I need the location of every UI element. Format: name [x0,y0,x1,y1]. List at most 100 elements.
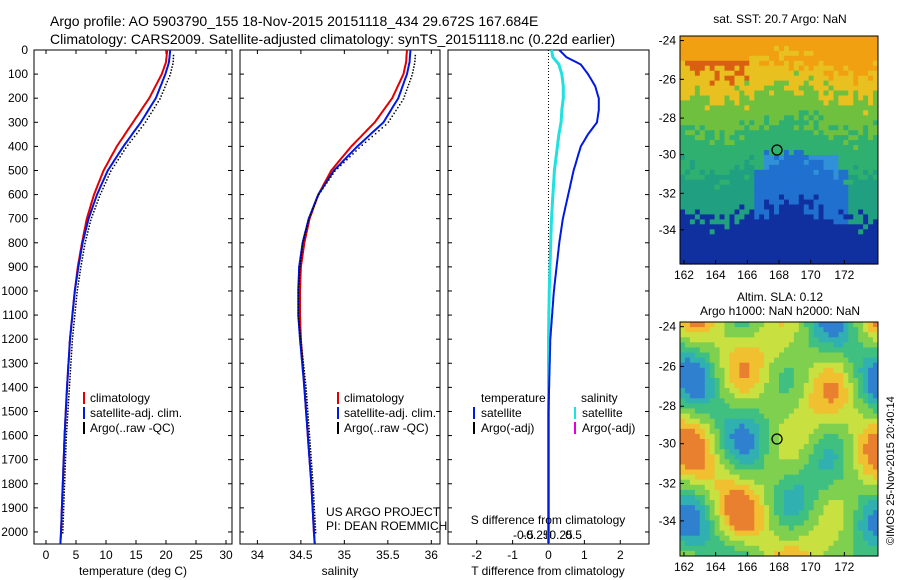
argo-point [68,393,70,395]
map-cell [774,505,780,511]
map-cell [714,100,721,106]
map-cell [843,525,849,532]
map-cell [863,383,869,389]
map-cell [774,347,780,354]
argo-point [129,141,131,144]
map-cell [714,510,721,516]
map-cell [724,145,730,151]
map-cell [769,45,775,52]
map-cell [838,413,844,420]
argo-point [349,156,351,158]
map-cell [803,428,810,435]
map-cell [744,189,750,196]
map-cell [744,50,750,57]
map-cell [793,169,800,176]
map-cell [729,459,735,465]
map-cell [873,65,879,72]
map-cell [843,75,849,82]
map-cell [843,55,849,62]
map-cell [769,249,775,255]
map-cell [769,423,775,430]
map-cell [798,540,805,547]
argo-point [393,112,395,115]
map-cell [833,125,839,131]
map-cell [680,70,686,77]
map-cell [843,224,849,230]
map-cell [843,388,849,394]
map-cell [734,428,740,435]
map-cell [774,199,780,206]
x-tick-label: 0 [43,548,50,562]
map-cell [699,474,706,481]
map-cell [873,439,879,445]
map-cell [843,90,849,97]
map-cell [823,209,829,216]
map-cell [808,249,815,255]
map-cell [709,174,716,181]
map-cell [779,239,785,245]
argo-point [64,471,66,473]
map-cell [689,189,696,196]
map-cell [729,150,735,156]
map-cell [823,398,829,404]
map-cell [853,120,859,126]
map-cell [729,219,735,225]
map-cell [719,530,726,537]
map-cell [798,75,805,82]
map-cell [838,469,844,476]
map-cell [863,244,869,250]
map-cell [793,70,800,77]
map-cell [788,479,795,486]
map-cell [843,495,849,501]
map-cell [689,100,696,106]
map-cell [853,327,859,333]
map-cell [828,50,834,57]
map-cell [685,454,691,460]
map-cell [680,388,686,394]
argo-point [297,286,300,288]
map-cell [749,352,755,359]
map-cell [734,100,740,106]
map-cell [833,105,839,111]
map-cell [759,41,765,47]
map-cell [833,164,839,171]
map-cell [699,413,706,420]
map-cell [873,224,879,230]
map-cell [724,489,730,496]
map-cell [793,219,800,225]
map-cell [759,70,765,77]
map-cell [749,464,755,471]
map-cell [685,459,691,465]
map-cell [793,80,800,87]
map-cell [803,393,810,399]
map-cell [734,495,740,501]
map-cell [724,530,730,537]
map-cell [813,85,820,92]
map-cell [724,332,730,338]
map-cell [853,495,859,501]
map-cell [828,388,834,394]
map-cell [818,484,825,491]
map-cell [858,540,864,547]
argo-point [312,479,314,482]
map-cell [853,362,859,369]
sla-map-title-1: Altim. SLA: 0.12 [737,290,823,304]
map-cell [729,105,735,111]
map-cell [784,535,790,542]
map-cell [689,449,696,455]
map-cell [813,545,820,552]
argo-point [310,456,312,459]
map-cell [699,449,706,455]
map-cell [863,179,869,186]
map-cell [813,239,820,245]
map-cell [853,357,859,364]
map-cell [868,418,874,425]
map-cell [764,413,770,420]
map-cell [828,209,834,216]
map-cell [823,495,829,501]
map-cell [734,60,740,67]
argo-point [400,101,403,103]
map-cell [828,164,834,171]
map-cell [803,45,810,52]
map-cell [848,347,854,354]
